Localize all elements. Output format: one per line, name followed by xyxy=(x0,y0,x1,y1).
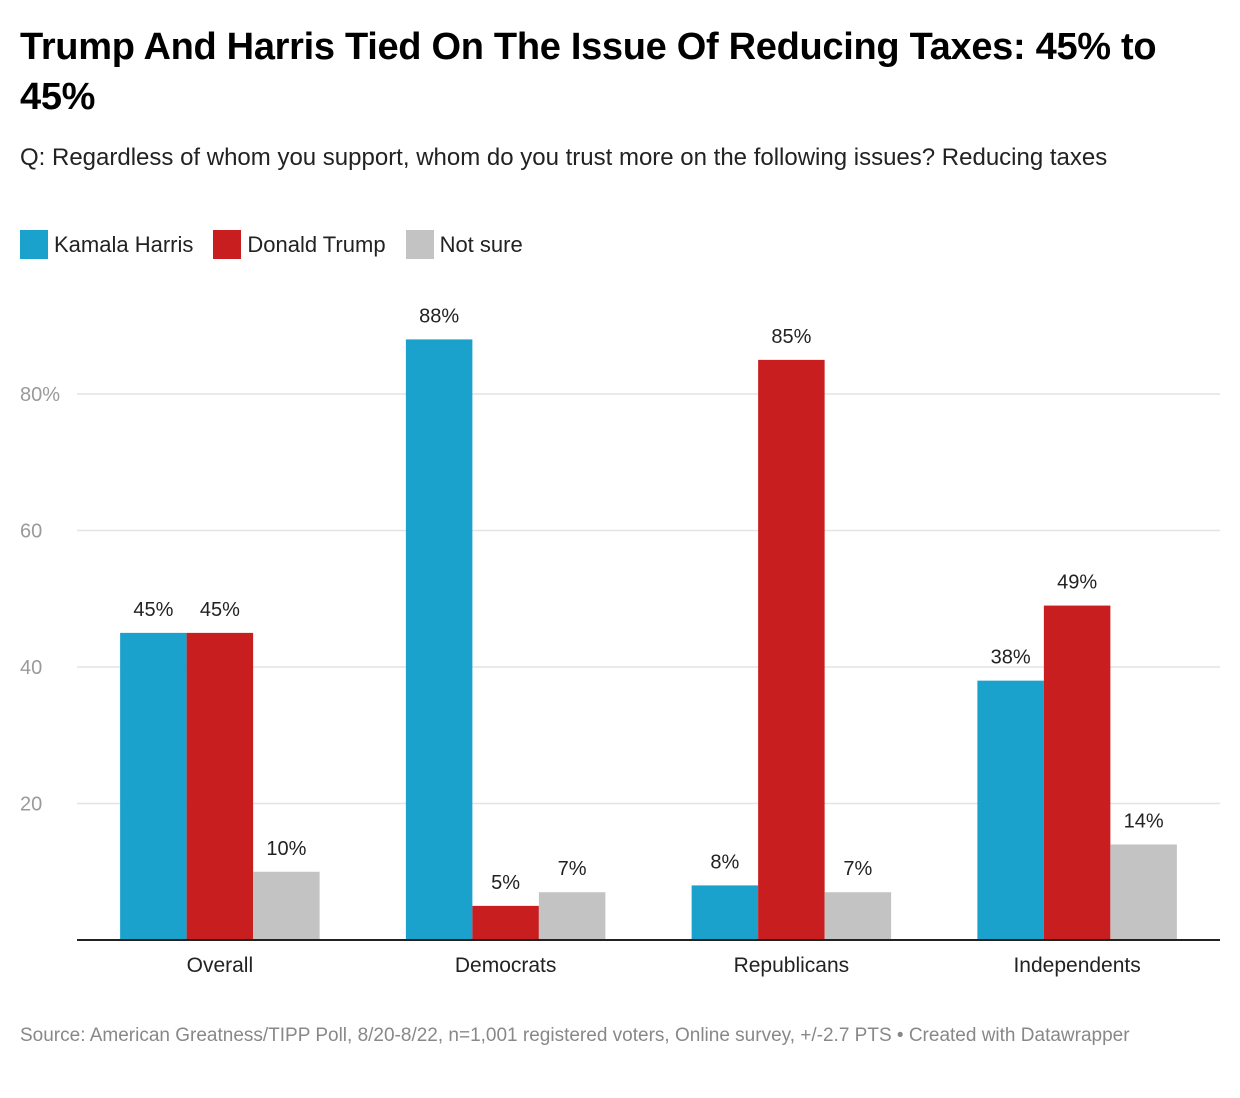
y-tick-label: 80% xyxy=(20,384,60,406)
value-labels: 45% 45% 10% 88% 5% 7% 8% 85% 7% 38% 49% 14% xyxy=(133,305,1163,893)
legend-label-harris: Kamala Harris xyxy=(54,231,194,257)
legend: Kamala Harris Donald Trump Not sure xyxy=(20,230,523,259)
y-tick-label: 60 xyxy=(20,521,42,543)
bar-kamala-harris-independents xyxy=(977,680,1044,940)
bar-donald-trump-overall xyxy=(186,632,254,940)
value-label: 14% xyxy=(1124,810,1164,832)
bar-kamala-harris-overall xyxy=(120,632,187,940)
legend-item-not-sure: Not sure xyxy=(405,230,523,259)
bar-kamala-harris-democrats xyxy=(405,339,473,940)
category-label-republicans: Republicans xyxy=(734,954,850,977)
chart-subtitle: Q: Regardless of whom you support, whom … xyxy=(20,144,1108,171)
legend-item-harris: Kamala Harris xyxy=(20,230,193,259)
value-label: 10% xyxy=(266,838,306,860)
value-label: 49% xyxy=(1057,572,1097,594)
value-label: 45% xyxy=(200,599,240,621)
legend-swatch-not-sure xyxy=(405,230,434,259)
gridlines: 20 40 60 80% xyxy=(20,384,1220,816)
legend-swatch-trump xyxy=(213,230,242,259)
value-label: 7% xyxy=(558,858,587,880)
value-label: 85% xyxy=(771,326,811,348)
legend-item-trump: Donald Trump xyxy=(213,230,386,259)
bar-donald-trump-independents xyxy=(1043,605,1111,940)
bar-kamala-harris-republicans xyxy=(691,885,759,940)
value-label: 88% xyxy=(419,305,459,327)
source-footer: Source: American Greatness/TIPP Poll, 8/… xyxy=(20,1025,1130,1046)
y-tick-label: 20 xyxy=(20,794,42,816)
bar-donald-trump-republicans xyxy=(758,359,825,940)
legend-label-trump: Donald Trump xyxy=(247,231,386,257)
value-label: 8% xyxy=(710,851,739,873)
bar-not-sure-independents xyxy=(1110,844,1177,940)
category-label-democrats: Democrats xyxy=(455,954,557,977)
category-labels: Overall Democrats Republicans Independents xyxy=(187,954,1141,977)
category-label-independents: Independents xyxy=(1013,954,1140,977)
value-label: 5% xyxy=(491,872,520,894)
bar-not-sure-democrats xyxy=(538,892,606,940)
bar-not-sure-republicans xyxy=(824,892,892,940)
value-label: 38% xyxy=(991,647,1031,669)
bars xyxy=(120,339,1177,940)
value-label: 7% xyxy=(843,858,872,880)
bar-donald-trump-democrats xyxy=(472,905,539,940)
legend-swatch-harris xyxy=(20,230,48,259)
category-label-overall: Overall xyxy=(187,954,254,977)
y-tick-label: 40 xyxy=(20,657,42,679)
value-label: 45% xyxy=(133,599,173,621)
chart-title: Trump And Harris Tied On The Issue Of Re… xyxy=(20,26,1157,118)
legend-label-not-sure: Not sure xyxy=(439,231,523,257)
bar-not-sure-overall xyxy=(253,871,320,940)
